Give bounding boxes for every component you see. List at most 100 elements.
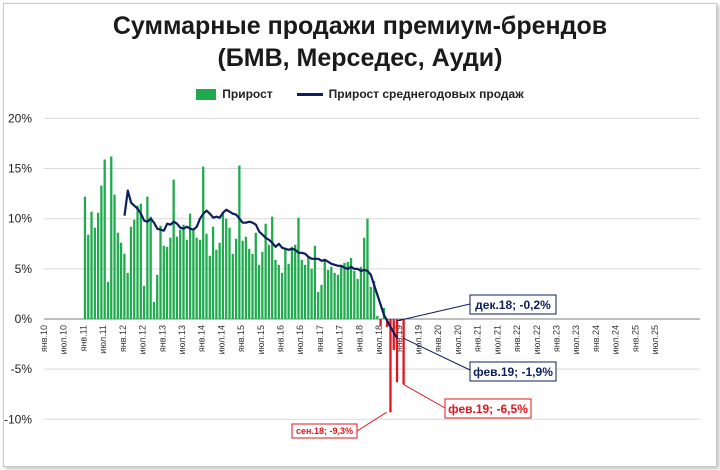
legend-swatch-bars — [196, 88, 217, 100]
growth-bar — [343, 262, 346, 319]
y-tick-label: 10% — [8, 212, 32, 226]
growth-bar — [254, 232, 257, 319]
growth-bar — [369, 286, 372, 319]
growth-bar — [211, 226, 215, 319]
growth-bar — [192, 230, 195, 319]
annotation-box — [469, 361, 557, 382]
growth-bar — [402, 319, 405, 385]
x-tick-label: июл.18 — [374, 325, 384, 354]
growth-bar — [116, 232, 119, 319]
growth-bar — [188, 213, 192, 319]
growth-bar — [179, 229, 182, 319]
legend-item-line: Прирост среднегодовых продаж — [296, 87, 524, 101]
annotation-box — [444, 398, 532, 419]
growth-bar — [123, 253, 126, 319]
annotation-box — [291, 423, 358, 439]
growth-bar — [297, 217, 300, 319]
x-tick-label: июл.17 — [335, 325, 345, 354]
growth-bar — [136, 205, 139, 319]
growth-bar — [169, 237, 172, 319]
growth-bar — [234, 238, 238, 319]
annotation-leader — [402, 383, 446, 409]
growth-bar — [231, 253, 234, 319]
growth-bar — [146, 196, 149, 319]
growth-bar — [205, 233, 208, 319]
annotation-label: сен.18; -9,3% — [296, 426, 353, 436]
growth-bar — [280, 272, 284, 319]
growth-bar — [264, 223, 267, 319]
growth-bar — [359, 266, 363, 319]
x-tick-label: июл.22 — [532, 325, 542, 354]
legend-label-line: Прирост среднегодовых продаж — [328, 87, 524, 101]
growth-bar — [346, 261, 349, 319]
x-tick-label: июл.19 — [413, 325, 423, 354]
growth-bar — [389, 319, 392, 413]
growth-bar — [336, 274, 340, 319]
growth-bar — [313, 245, 317, 319]
chart-title-line1: Суммарные продажи премиум-брендов — [112, 12, 608, 40]
growth-bar — [129, 226, 133, 319]
growth-bar — [221, 212, 225, 319]
growth-bar — [225, 218, 228, 319]
growth-bar — [198, 239, 202, 319]
growth-bar — [83, 196, 87, 319]
x-tick-label: янв.14 — [197, 325, 207, 352]
growth-bar — [366, 218, 369, 319]
growth-bar — [165, 246, 169, 319]
growth-bar — [156, 274, 159, 319]
growth-bar — [100, 185, 103, 319]
growth-bar — [287, 263, 290, 319]
legend: Прирост Прирост среднегодовых продаж — [0, 87, 720, 101]
x-tick-label: июл.13 — [177, 325, 187, 354]
legend-swatch-line — [296, 92, 323, 96]
growth-bar — [182, 224, 185, 319]
x-tick-label: янв.17 — [315, 325, 325, 352]
growth-bar — [139, 203, 142, 319]
x-tick-label: янв.16 — [276, 325, 286, 352]
growth-bar — [395, 319, 399, 383]
chart-title-line2: (БМВ, Мерседес, Ауди) — [217, 44, 503, 72]
growth-bar — [320, 284, 323, 319]
growth-bar — [251, 253, 254, 319]
growth-bar — [103, 159, 106, 319]
legend-item-bars: Прирост — [196, 87, 273, 101]
y-tick-label: -5% — [11, 362, 33, 376]
growth-bar — [290, 246, 294, 319]
x-tick-label: янв.22 — [512, 325, 522, 352]
growth-bar — [274, 259, 277, 319]
annotation-label: фев.19; -6,5% — [448, 402, 528, 416]
growth-bar — [126, 272, 129, 319]
x-tick-label: янв.20 — [433, 325, 443, 352]
growth-bar — [353, 270, 356, 319]
growth-bar — [228, 227, 231, 319]
x-tick-label: июл.20 — [453, 325, 463, 354]
growth-bar — [175, 236, 179, 319]
growth-bar — [244, 236, 248, 319]
growth-bar — [202, 166, 205, 319]
growth-bar — [93, 227, 96, 319]
growth-bar — [113, 194, 116, 319]
growth-bar — [208, 255, 211, 319]
chart-title: Суммарные продажи премиум-брендов (БМВ, … — [0, 10, 720, 74]
growth-bar — [162, 245, 165, 319]
y-tick-label: 15% — [8, 162, 32, 176]
growth-bar — [271, 216, 274, 319]
x-tick-label: июл.12 — [138, 325, 148, 354]
growth-bar — [303, 264, 307, 319]
x-tick-label: июл.14 — [216, 325, 226, 354]
x-tick-label: янв.19 — [394, 325, 404, 352]
annotation-leader — [396, 303, 471, 322]
x-tick-label: янв.24 — [591, 325, 601, 352]
growth-bar — [185, 239, 188, 319]
growth-bar — [372, 280, 376, 319]
growth-bar — [267, 244, 271, 319]
growth-bar — [257, 264, 261, 319]
growth-bar — [284, 249, 287, 319]
growth-bar — [326, 269, 330, 319]
growth-bar — [218, 242, 221, 319]
growth-bar — [110, 156, 113, 319]
growth-bar — [310, 268, 313, 319]
annotation-box — [469, 294, 557, 315]
growth-bar — [87, 234, 90, 319]
x-tick-label: июл.23 — [571, 325, 581, 354]
